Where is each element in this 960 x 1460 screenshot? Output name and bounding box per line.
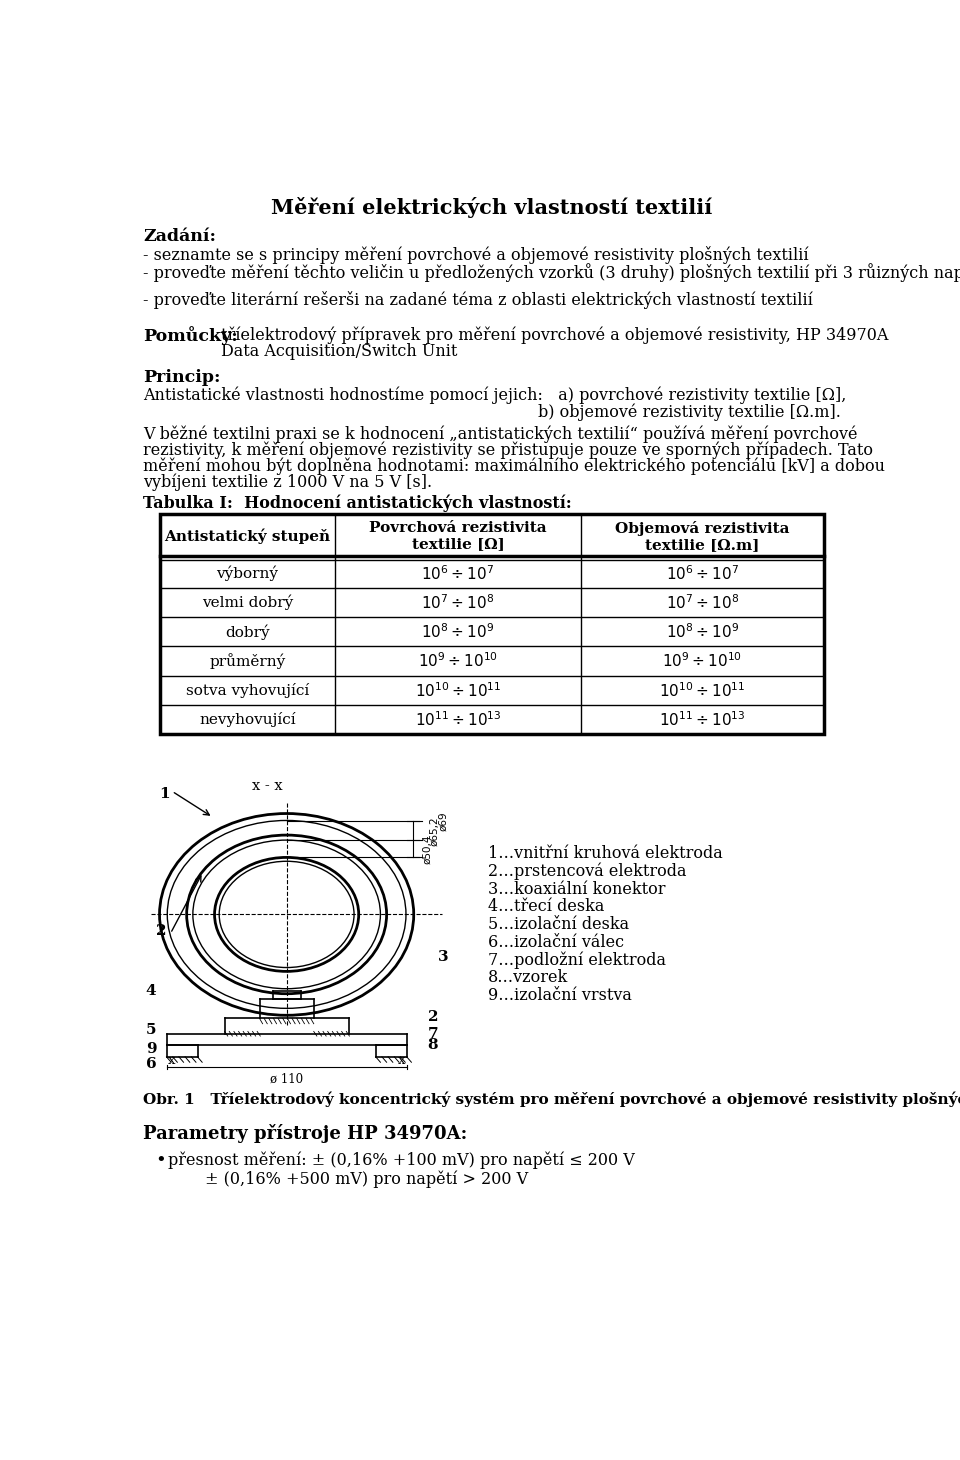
Text: 1…vnitřní kruhová elektroda: 1…vnitřní kruhová elektroda bbox=[488, 845, 723, 861]
Text: Zadání:: Zadání: bbox=[143, 228, 216, 245]
Text: $10^{11} \div 10^{13}$: $10^{11} \div 10^{13}$ bbox=[660, 710, 746, 729]
Text: Povrchová rezistivita
textilie [Ω]: Povrchová rezistivita textilie [Ω] bbox=[369, 521, 546, 552]
Text: $10^6 \div 10^7$: $10^6 \div 10^7$ bbox=[421, 564, 494, 583]
Text: rezistivity, k měření objemové rezistivity se přistupuje pouze ve sporných přípa: rezistivity, k měření objemové rezistivi… bbox=[143, 441, 874, 458]
Text: ± (0,16% +500 mV) pro napětí > 200 V: ± (0,16% +500 mV) pro napětí > 200 V bbox=[205, 1171, 528, 1188]
Text: ø50,4: ø50,4 bbox=[422, 834, 432, 864]
Text: x: x bbox=[397, 1054, 405, 1067]
Text: 8…vzorek: 8…vzorek bbox=[488, 969, 568, 986]
Text: Tabulka I:  Hodnocení antistatických vlastností:: Tabulka I: Hodnocení antistatických vlas… bbox=[143, 495, 572, 512]
Text: 1: 1 bbox=[158, 787, 170, 800]
Text: Pomůcky:: Pomůcky: bbox=[143, 326, 238, 345]
Text: průměrný: průměrný bbox=[209, 653, 286, 669]
Text: 6…izolační válec: 6…izolační válec bbox=[488, 933, 624, 950]
Text: 2…prstencová elektroda: 2…prstencová elektroda bbox=[488, 863, 686, 880]
Text: 4: 4 bbox=[146, 984, 156, 999]
Text: tříelektrodový přípravek pro měření povrchové a objemové resistivity, HP 34970A: tříelektrodový přípravek pro měření povr… bbox=[221, 326, 888, 343]
Text: 3…koaxiální konektor: 3…koaxiální konektor bbox=[488, 880, 665, 898]
Text: Parametry přístroje HP 34970A:: Parametry přístroje HP 34970A: bbox=[143, 1124, 468, 1143]
Text: Objemová rezistivita
textilie [Ω.m]: Objemová rezistivita textilie [Ω.m] bbox=[615, 521, 790, 552]
Text: $10^9 \div 10^{10}$: $10^9 \div 10^{10}$ bbox=[418, 651, 498, 670]
Text: 3: 3 bbox=[438, 950, 448, 964]
Text: Měření elektrických vlastností textilií: Měření elektrických vlastností textilií bbox=[272, 197, 712, 218]
Text: Princip:: Princip: bbox=[143, 369, 221, 387]
Text: $10^{11} \div 10^{13}$: $10^{11} \div 10^{13}$ bbox=[415, 710, 501, 729]
Text: - proveďte měření těchto veličin u předložených vzorků (3 druhy) plošných textil: - proveďte měření těchto veličin u předl… bbox=[143, 263, 960, 282]
Text: Antistatický stupeň: Antistatický stupeň bbox=[164, 529, 330, 545]
Text: dobrý: dobrý bbox=[226, 623, 270, 639]
Text: $10^6 \div 10^7$: $10^6 \div 10^7$ bbox=[666, 564, 739, 583]
Text: - proveďte literární rešerši na zadané téma z oblasti elektrických vlastností te: - proveďte literární rešerši na zadané t… bbox=[143, 291, 813, 308]
Text: velmi dobrý: velmi dobrý bbox=[202, 594, 293, 610]
Text: 5: 5 bbox=[146, 1023, 156, 1037]
Text: 9…izolační vrstva: 9…izolační vrstva bbox=[488, 987, 632, 1004]
Text: Data Acquisition/Switch Unit: Data Acquisition/Switch Unit bbox=[221, 343, 457, 361]
Text: $10^{10} \div 10^{11}$: $10^{10} \div 10^{11}$ bbox=[660, 680, 746, 699]
Text: x: x bbox=[168, 1054, 176, 1067]
Text: Obr. 1   Tříelektrodový koncentrický systém pro měření povrchové a objemové resi: Obr. 1 Tříelektrodový koncentrický systé… bbox=[143, 1092, 960, 1107]
Text: $10^8 \div 10^9$: $10^8 \div 10^9$ bbox=[421, 622, 494, 641]
Text: 5…izolační deska: 5…izolační deska bbox=[488, 915, 629, 933]
Text: výborný: výborný bbox=[217, 565, 278, 581]
Text: $10^7 \div 10^8$: $10^7 \div 10^8$ bbox=[421, 593, 494, 612]
Bar bbox=[160, 514, 824, 734]
Text: $10^8 \div 10^9$: $10^8 \div 10^9$ bbox=[666, 622, 739, 641]
Text: Antistatické vlastnosti hodnostíme pomocí jejich:   a) povrchové rezistivity tex: Antistatické vlastnosti hodnostíme pomoc… bbox=[143, 387, 847, 404]
Text: ø65,2: ø65,2 bbox=[430, 816, 440, 845]
Text: $10^9 \div 10^{10}$: $10^9 \div 10^{10}$ bbox=[662, 651, 742, 670]
Text: 2: 2 bbox=[156, 924, 166, 939]
Text: 7…podložní elektroda: 7…podložní elektroda bbox=[488, 952, 666, 969]
Text: - seznamte se s principy měření povrchové a objemové resistivity plošných textil: - seznamte se s principy měření povrchov… bbox=[143, 247, 809, 264]
Text: sotva vyhovující: sotva vyhovující bbox=[186, 683, 309, 698]
Text: ø 110: ø 110 bbox=[270, 1072, 303, 1085]
Text: 2: 2 bbox=[427, 1010, 438, 1023]
Text: vybíjeni textilie z 1000 V na 5 V [s].: vybíjeni textilie z 1000 V na 5 V [s]. bbox=[143, 474, 432, 492]
Text: 9: 9 bbox=[146, 1042, 156, 1056]
Text: V běžné textilni praxi se k hodnocení „antistatických textilií“ používá měření p: V běžné textilni praxi se k hodnocení „a… bbox=[143, 425, 857, 442]
Text: měření mohou být doplněna hodnotami: maximálního elektrického potenciálu [kV] a : měření mohou být doplněna hodnotami: max… bbox=[143, 458, 885, 476]
Text: b) objemové rezistivity textilie [Ω.m].: b) objemové rezistivity textilie [Ω.m]. bbox=[539, 404, 841, 422]
Text: 7: 7 bbox=[427, 1026, 439, 1041]
Text: 4…třecí deska: 4…třecí deska bbox=[488, 898, 605, 915]
Text: x - x: x - x bbox=[252, 778, 282, 793]
Text: $10^{10} \div 10^{11}$: $10^{10} \div 10^{11}$ bbox=[415, 680, 501, 699]
Text: •: • bbox=[155, 1152, 166, 1169]
Text: $10^7 \div 10^8$: $10^7 \div 10^8$ bbox=[666, 593, 739, 612]
Text: 8: 8 bbox=[427, 1038, 439, 1053]
Text: ø69: ø69 bbox=[438, 812, 447, 831]
Text: 6: 6 bbox=[146, 1057, 156, 1070]
Text: přesnost měření: ± (0,16% +100 mV) pro napětí ≤ 200 V: přesnost měření: ± (0,16% +100 mV) pro n… bbox=[168, 1152, 635, 1169]
Text: nevyhovující: nevyhovující bbox=[199, 712, 296, 727]
